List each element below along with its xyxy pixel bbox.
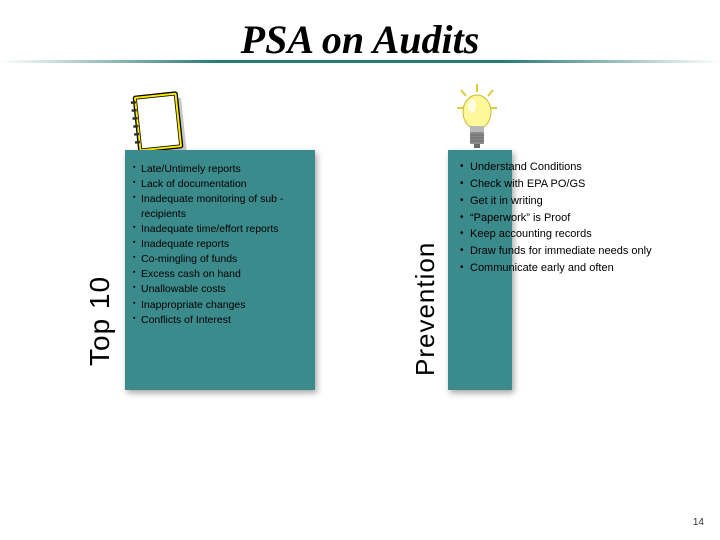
list-item: Get it in writing: [460, 194, 670, 209]
list-item: Lack of documentation: [135, 177, 310, 191]
title-underline: [0, 60, 720, 63]
top10-list: Late/Untimely reportsLack of documentati…: [135, 162, 310, 328]
list-item: Understand Conditions: [460, 160, 670, 175]
list-item: Co-mingling of funds: [135, 252, 310, 266]
list-item: Draw funds for immediate needs only: [460, 244, 670, 259]
list-item: “Paperwork” is Proof: [460, 211, 670, 226]
list-item: Communicate early and often: [460, 261, 670, 276]
list-item: Excess cash on hand: [135, 267, 310, 281]
list-item: Inadequate reports: [135, 237, 310, 251]
list-item: Keep accounting records: [460, 227, 670, 242]
prevention-label: Prevention: [410, 242, 441, 376]
top10-label: Top 10: [84, 276, 116, 366]
list-item: Late/Untimely reports: [135, 162, 310, 176]
list-item: Conflicts of Interest: [135, 313, 310, 327]
list-item: Inadequate monitoring of sub -recipients: [135, 192, 310, 220]
page-number: 14: [693, 517, 704, 528]
notebook-icon: [130, 88, 188, 158]
list-item: Inappropriate changes: [135, 298, 310, 312]
list-item: Unallowable costs: [135, 282, 310, 296]
prevention-list: Understand Conditions Check with EPA PO/G…: [460, 160, 670, 278]
list-item: Check with EPA PO/GS: [460, 177, 670, 192]
list-item: Inadequate time/effort reports: [135, 222, 310, 236]
slide-title: PSA on Audits: [0, 16, 720, 63]
